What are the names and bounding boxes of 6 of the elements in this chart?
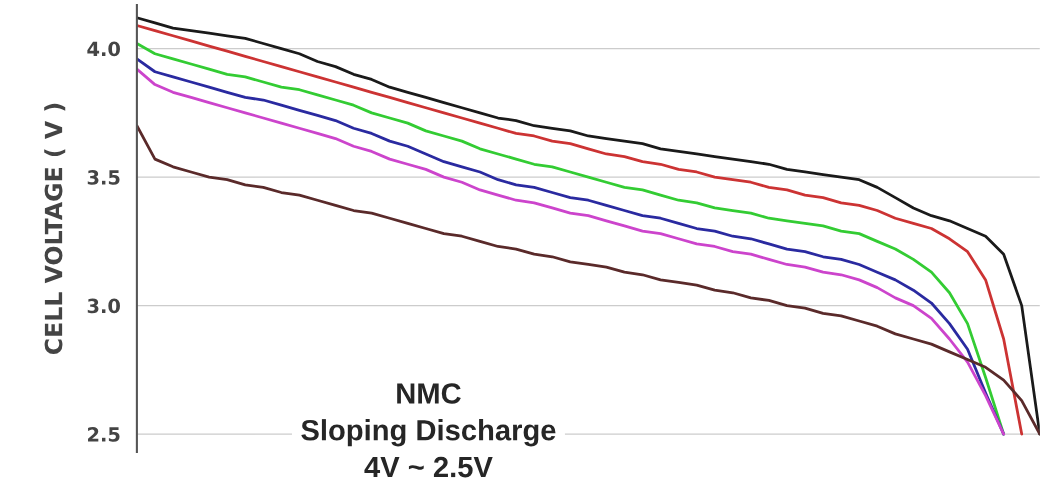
- y-tick-label: 2.5: [88, 427, 120, 442]
- annotation: NMC Sloping Discharge 4V ~ 2.5V: [301, 383, 556, 478]
- y-tick-label: 3.0: [87, 298, 120, 314]
- y-axis-title: CELL VOLTAGE ( V ): [44, 103, 66, 355]
- y-tick-label: 4.0: [87, 41, 120, 57]
- y-tick-label: 3.5: [87, 170, 120, 185]
